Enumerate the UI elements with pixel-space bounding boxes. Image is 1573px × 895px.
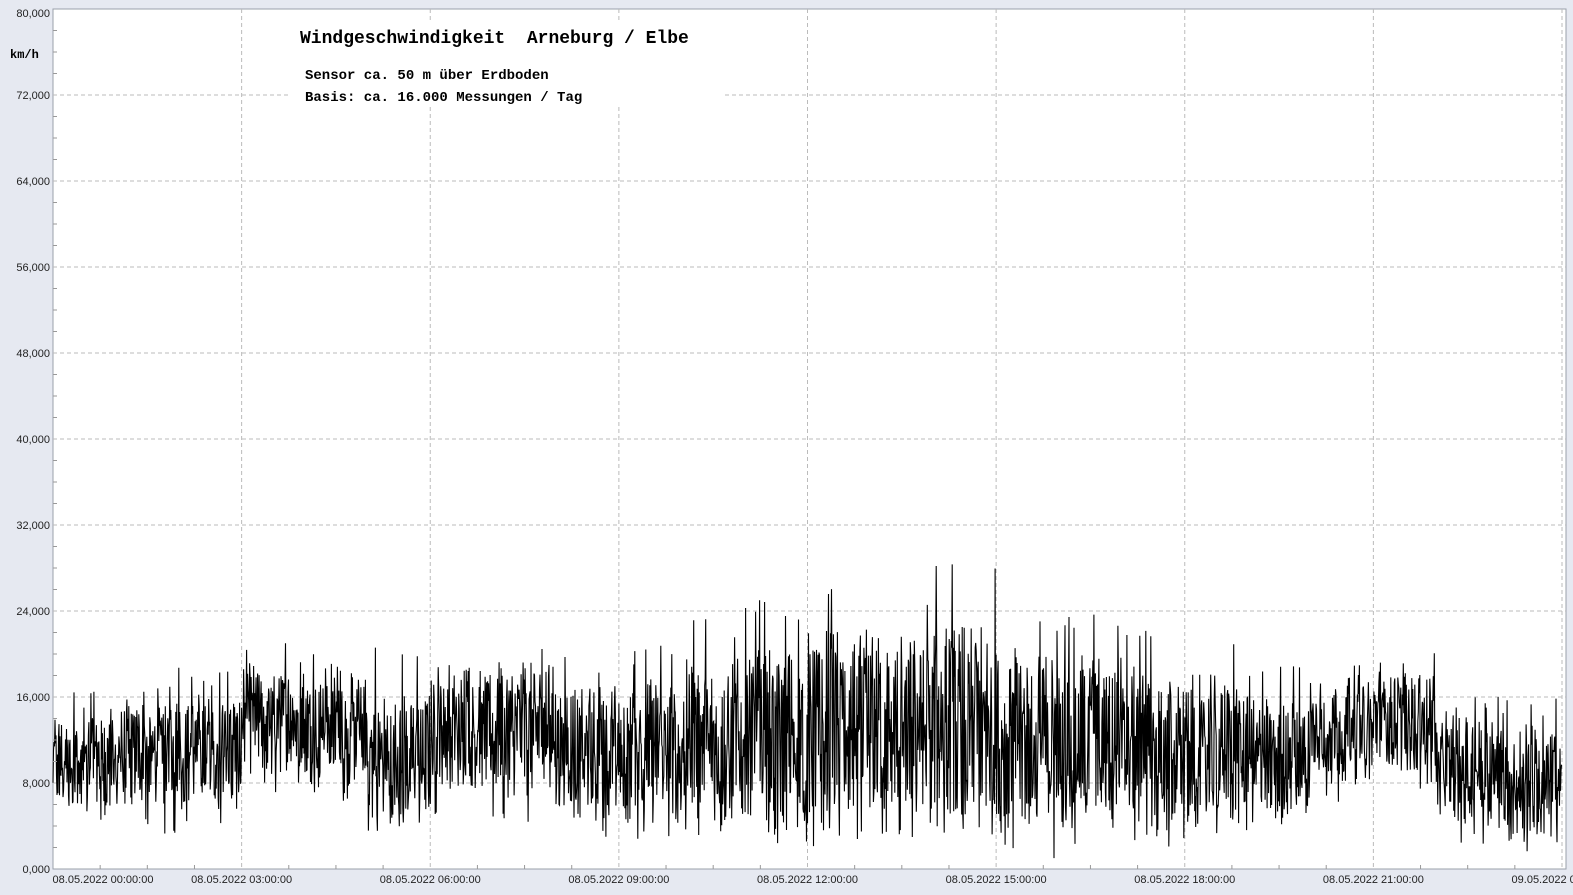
x-tick-label: 08.05.2022 12:00:00 xyxy=(757,874,858,886)
x-tick-label: 08.05.2022 06:00:00 xyxy=(380,874,481,886)
y-axis-label: km/h xyxy=(10,48,39,62)
y-tick-label: 48,000 xyxy=(16,348,50,360)
chart-subtitle-1: Sensor ca. 50 m über Erdboden xyxy=(305,68,549,84)
chart-subtitle-2: Basis: ca. 16.000 Messungen / Tag xyxy=(305,90,582,106)
series-group xyxy=(52,564,1563,859)
y-axis: 0,000 8,000 16,000 24,000 32,000 40,000 48,000… xyxy=(16,8,57,876)
x-tick-label: 08.05.2022 03:00:00 xyxy=(191,874,292,886)
y-tick-label: 16,000 xyxy=(16,692,50,704)
y-tick-label: 80,000 xyxy=(16,8,50,20)
y-tick-label: 0,000 xyxy=(22,864,50,876)
x-tick-label: 08.05.2022 21:00:00 xyxy=(1323,874,1424,886)
chart-title: Windgeschwindigkeit Arneburg / Elbe xyxy=(300,29,689,49)
y-tick-label: 56,000 xyxy=(16,262,50,274)
x-tick-label: 09.05.2022 00:00:00 xyxy=(1512,874,1573,886)
x-axis: 08.05.2022 00:00:00 08.05.2022 03:00:00 08… xyxy=(53,865,1573,886)
y-tick-label: 32,000 xyxy=(16,520,50,532)
y-tick-label: 24,000 xyxy=(16,606,50,618)
x-tick-label: 08.05.2022 00:00:00 xyxy=(53,874,154,886)
x-tick-label: 08.05.2022 09:00:00 xyxy=(568,874,669,886)
series-line xyxy=(52,564,1563,859)
x-tick-label: 08.05.2022 18:00:00 xyxy=(1134,874,1235,886)
y-tick-label: 72,000 xyxy=(16,90,50,102)
x-tick-label: 08.05.2022 15:00:00 xyxy=(946,874,1047,886)
y-tick-label: 40,000 xyxy=(16,434,50,446)
y-tick-label: 64,000 xyxy=(16,176,50,188)
y-tick-label: 8,000 xyxy=(22,778,50,790)
title-box xyxy=(290,20,722,106)
